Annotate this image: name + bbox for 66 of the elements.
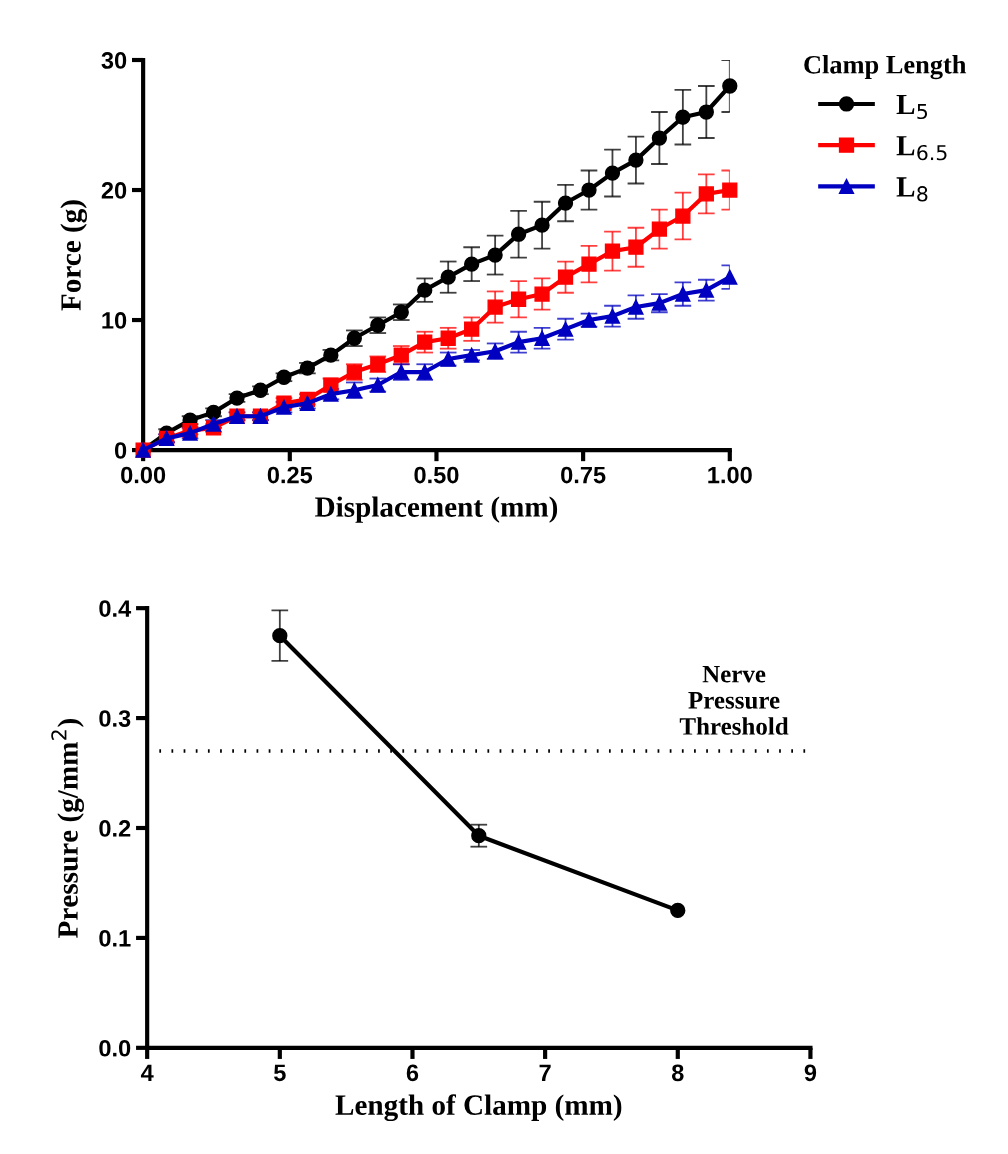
point	[440, 269, 456, 285]
y-axis-title: Force (g)	[60, 200, 88, 311]
point	[698, 186, 714, 202]
point	[604, 165, 621, 181]
point	[557, 195, 574, 211]
x-tick-label: 0.25	[267, 466, 313, 484]
point	[557, 321, 574, 337]
point	[698, 104, 714, 120]
y-axis-title: Pressure (g/mm$^{2}$)	[51, 719, 84, 938]
point	[722, 78, 738, 94]
point	[581, 182, 597, 198]
point	[471, 828, 487, 844]
point	[557, 269, 574, 285]
x-tick-label: 4	[140, 1064, 154, 1081]
y-tick-label: 0	[114, 442, 127, 459]
x-tick-label: 6	[406, 1064, 419, 1082]
point	[698, 282, 714, 298]
x-axis-title: Length of Clamp (mm)	[335, 1094, 622, 1122]
point	[510, 334, 527, 350]
legend-label: L$_{8}$	[896, 177, 928, 202]
point	[487, 299, 503, 315]
x-tick-label: 0.50	[414, 466, 459, 484]
point	[722, 269, 738, 285]
point	[675, 286, 691, 302]
point	[651, 221, 668, 237]
point	[534, 286, 550, 302]
point	[487, 247, 503, 263]
y-tick-label: 0.4	[99, 600, 132, 617]
y-tick-label: 0.1	[99, 929, 131, 947]
point	[604, 243, 621, 259]
point	[272, 627, 288, 644]
x-axis-title: Displacement (mm)	[315, 496, 558, 523]
point	[417, 334, 433, 350]
x-tick-label: 0.75	[561, 466, 606, 484]
point	[675, 208, 691, 224]
y-tick-label: 20	[101, 182, 127, 199]
point	[670, 902, 686, 919]
point	[628, 299, 644, 315]
x-tick-label: 0.00	[121, 466, 166, 484]
point	[534, 217, 550, 233]
point	[510, 291, 527, 307]
y-tick-label: 0.0	[99, 1039, 131, 1057]
y-tick-label: 30	[101, 52, 127, 69]
x-tick-label: 9	[804, 1064, 817, 1082]
legend-label: L$_{6.5}$	[896, 136, 947, 161]
point	[417, 282, 433, 298]
point	[464, 256, 480, 272]
point	[464, 321, 480, 337]
x-tick-label: 5	[273, 1064, 286, 1082]
point	[675, 109, 691, 125]
legend-title: Clamp Length	[804, 55, 967, 80]
point	[722, 182, 738, 198]
legend-label: L$_{5}$	[896, 94, 928, 120]
point	[651, 130, 668, 146]
point	[604, 308, 621, 324]
x-tick-label: 8	[671, 1064, 684, 1082]
x-tick-label: 1.00	[708, 466, 752, 484]
y-tick-label: 0.2	[99, 820, 131, 837]
point	[628, 152, 644, 168]
x-tick-label: 7	[539, 1064, 551, 1081]
y-tick-label: 10	[102, 312, 127, 329]
point	[510, 226, 527, 242]
point	[581, 256, 597, 272]
point	[628, 239, 644, 255]
ref-line-label: Nerve Pressure Threshold	[679, 665, 789, 735]
y-tick-label: 0.3	[99, 710, 131, 727]
